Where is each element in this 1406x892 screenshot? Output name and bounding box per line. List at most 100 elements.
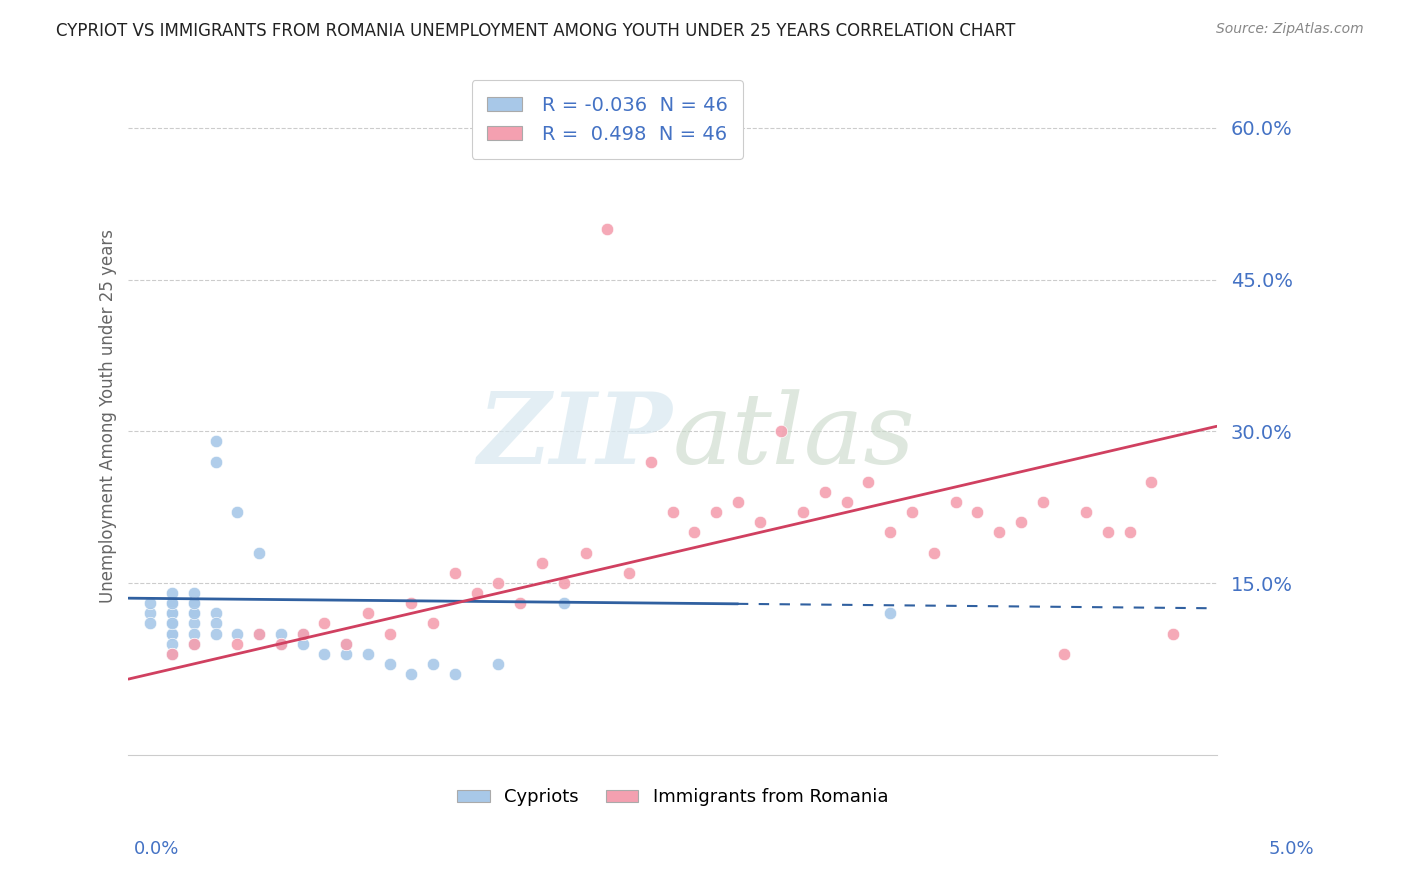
Point — [160, 616, 183, 631]
Point — [1140, 475, 1163, 489]
Point — [183, 596, 205, 610]
Point — [465, 586, 488, 600]
Point — [270, 637, 292, 651]
Point — [183, 616, 205, 631]
Point — [1032, 495, 1054, 509]
Point — [247, 546, 270, 560]
Point — [291, 626, 314, 640]
Point — [160, 626, 183, 640]
Text: CYPRIOT VS IMMIGRANTS FROM ROMANIA UNEMPLOYMENT AMONG YOUTH UNDER 25 YEARS CORRE: CYPRIOT VS IMMIGRANTS FROM ROMANIA UNEMP… — [56, 22, 1015, 40]
Point — [1161, 626, 1184, 640]
Point — [792, 505, 814, 519]
Point — [378, 657, 401, 671]
Point — [727, 495, 749, 509]
Point — [879, 607, 901, 621]
Point — [160, 637, 183, 651]
Point — [291, 637, 314, 651]
Point — [226, 505, 249, 519]
Point — [530, 556, 553, 570]
Point — [1097, 525, 1119, 540]
Point — [488, 576, 510, 591]
Point — [139, 607, 162, 621]
Point — [444, 566, 467, 580]
Text: ZIP: ZIP — [478, 388, 672, 484]
Point — [858, 475, 880, 489]
Point — [247, 626, 270, 640]
Point — [1118, 525, 1140, 540]
Point — [160, 607, 183, 621]
Point — [247, 626, 270, 640]
Point — [401, 596, 423, 610]
Text: 0.0%: 0.0% — [134, 840, 179, 858]
Point — [204, 455, 226, 469]
Point — [704, 505, 727, 519]
Y-axis label: Unemployment Among Youth under 25 years: Unemployment Among Youth under 25 years — [100, 229, 117, 603]
Point — [204, 607, 226, 621]
Point — [160, 647, 183, 661]
Point — [640, 455, 662, 469]
Point — [183, 637, 205, 651]
Point — [226, 637, 249, 651]
Point — [422, 616, 444, 631]
Point — [748, 516, 770, 530]
Point — [617, 566, 640, 580]
Point — [204, 626, 226, 640]
Point — [183, 607, 205, 621]
Point — [1010, 516, 1032, 530]
Text: atlas: atlas — [672, 389, 915, 484]
Point — [183, 596, 205, 610]
Point — [966, 505, 988, 519]
Point — [596, 222, 619, 236]
Point — [1053, 647, 1076, 661]
Point — [183, 626, 205, 640]
Text: 5.0%: 5.0% — [1270, 840, 1315, 858]
Text: Source: ZipAtlas.com: Source: ZipAtlas.com — [1216, 22, 1364, 37]
Point — [160, 596, 183, 610]
Point — [183, 607, 205, 621]
Point — [160, 596, 183, 610]
Point — [1074, 505, 1097, 519]
Point — [291, 626, 314, 640]
Point — [335, 647, 357, 661]
Point — [574, 546, 596, 560]
Point — [553, 576, 575, 591]
Point — [988, 525, 1011, 540]
Point — [270, 637, 292, 651]
Point — [770, 425, 793, 439]
Point — [553, 596, 575, 610]
Point — [901, 505, 924, 519]
Point — [139, 596, 162, 610]
Point — [401, 667, 423, 681]
Point — [835, 495, 858, 509]
Point — [183, 586, 205, 600]
Point — [509, 596, 531, 610]
Point — [160, 607, 183, 621]
Point — [945, 495, 967, 509]
Point — [314, 616, 336, 631]
Point — [160, 616, 183, 631]
Point — [160, 626, 183, 640]
Point — [160, 647, 183, 661]
Point — [357, 647, 380, 661]
Point — [204, 434, 226, 449]
Point — [661, 505, 683, 519]
Point — [183, 637, 205, 651]
Legend: Cypriots, Immigrants from Romania: Cypriots, Immigrants from Romania — [450, 781, 896, 814]
Point — [335, 637, 357, 651]
Point — [488, 657, 510, 671]
Point — [314, 647, 336, 661]
Point — [683, 525, 706, 540]
Point — [814, 485, 837, 500]
Point — [139, 616, 162, 631]
Point — [160, 586, 183, 600]
Point — [335, 637, 357, 651]
Point — [270, 626, 292, 640]
Point — [226, 626, 249, 640]
Point — [444, 667, 467, 681]
Point — [357, 607, 380, 621]
Point — [422, 657, 444, 671]
Point — [204, 616, 226, 631]
Point — [922, 546, 945, 560]
Point — [378, 626, 401, 640]
Point — [879, 525, 901, 540]
